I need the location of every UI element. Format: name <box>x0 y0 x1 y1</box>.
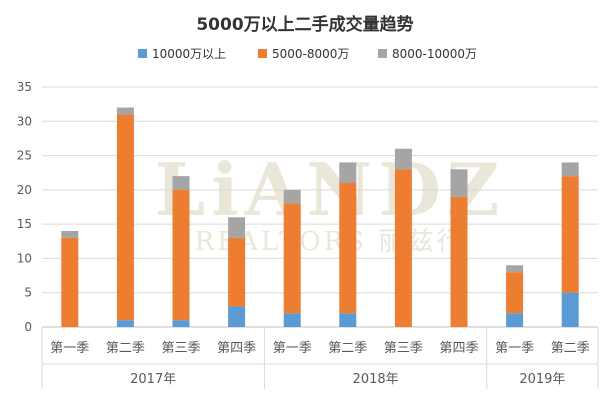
x-category-label: 第三季 <box>384 341 423 356</box>
bar-segment <box>394 169 412 327</box>
x-group-label: 2017年 <box>130 372 176 387</box>
x-group-label: 2019年 <box>519 372 565 387</box>
bar-segment <box>339 162 357 183</box>
bar-segment <box>339 313 357 327</box>
y-tick-label: 0 <box>24 320 32 334</box>
bar-segment <box>450 169 468 197</box>
x-category-label: 第一季 <box>495 341 534 356</box>
chart-title: 5000万以上二手成交量趋势 <box>196 14 413 35</box>
bars <box>61 107 579 327</box>
bar-segment <box>228 217 246 238</box>
x-category-label: 第二季 <box>551 341 590 356</box>
bar-segment <box>61 237 79 327</box>
bar-segment <box>172 176 190 190</box>
bar-segment <box>506 265 524 273</box>
y-tick-label: 20 <box>17 183 32 197</box>
x-category-label: 第三季 <box>161 341 200 356</box>
bar-segment <box>228 306 246 327</box>
bar-segment <box>450 196 468 327</box>
bar-segment <box>561 292 579 327</box>
bar-segment <box>283 313 301 327</box>
legend: 10000万以上 5000-8000万 8000-10000万 <box>138 47 477 61</box>
y-axis: 0 5 10 15 20 25 30 35 <box>17 80 32 334</box>
y-tick-label: 15 <box>17 217 32 231</box>
y-tick-label: 35 <box>17 80 32 94</box>
bar-segment <box>228 237 246 307</box>
bar-segment <box>116 114 134 321</box>
bar-segment <box>116 107 134 115</box>
x-category-label: 第一季 <box>273 341 312 356</box>
legend-swatch <box>138 49 147 58</box>
legend-label: 8000-10000万 <box>392 47 477 61</box>
bar-segment <box>283 189 301 204</box>
x-category-label: 第二季 <box>106 341 145 356</box>
bar-segment <box>561 176 579 293</box>
bar-segment <box>561 162 579 177</box>
y-tick-label: 10 <box>17 251 32 265</box>
bar-segment <box>172 320 190 327</box>
y-tick-label: 5 <box>24 286 32 300</box>
x-category-label: 第四季 <box>217 341 256 356</box>
x-axis: 第一季 第二季 第三季 第四季 第一季 第二季 第三季 第四季 第一季 第二季 2017年 2018年… <box>41 327 599 389</box>
y-tick-label: 30 <box>17 114 32 128</box>
bar-segment <box>339 183 357 314</box>
y-tick-label: 25 <box>17 149 32 163</box>
bar-segment <box>506 313 524 327</box>
bar-segment <box>116 320 134 327</box>
bar-segment <box>394 148 412 170</box>
x-category-label: 第一季 <box>50 341 89 356</box>
gridlines <box>42 86 598 328</box>
legend-swatch <box>258 49 267 58</box>
bar-segment <box>172 189 190 321</box>
legend-label: 5000-8000万 <box>272 47 349 61</box>
x-category-label: 第四季 <box>439 341 478 356</box>
bar-segment <box>283 203 301 314</box>
bar-segment <box>506 272 524 314</box>
legend-swatch <box>378 49 387 58</box>
x-category-label: 第二季 <box>328 341 367 356</box>
legend-label: 10000万以上 <box>152 47 226 61</box>
x-group-label: 2018年 <box>353 372 399 387</box>
bar-segment <box>61 231 79 238</box>
